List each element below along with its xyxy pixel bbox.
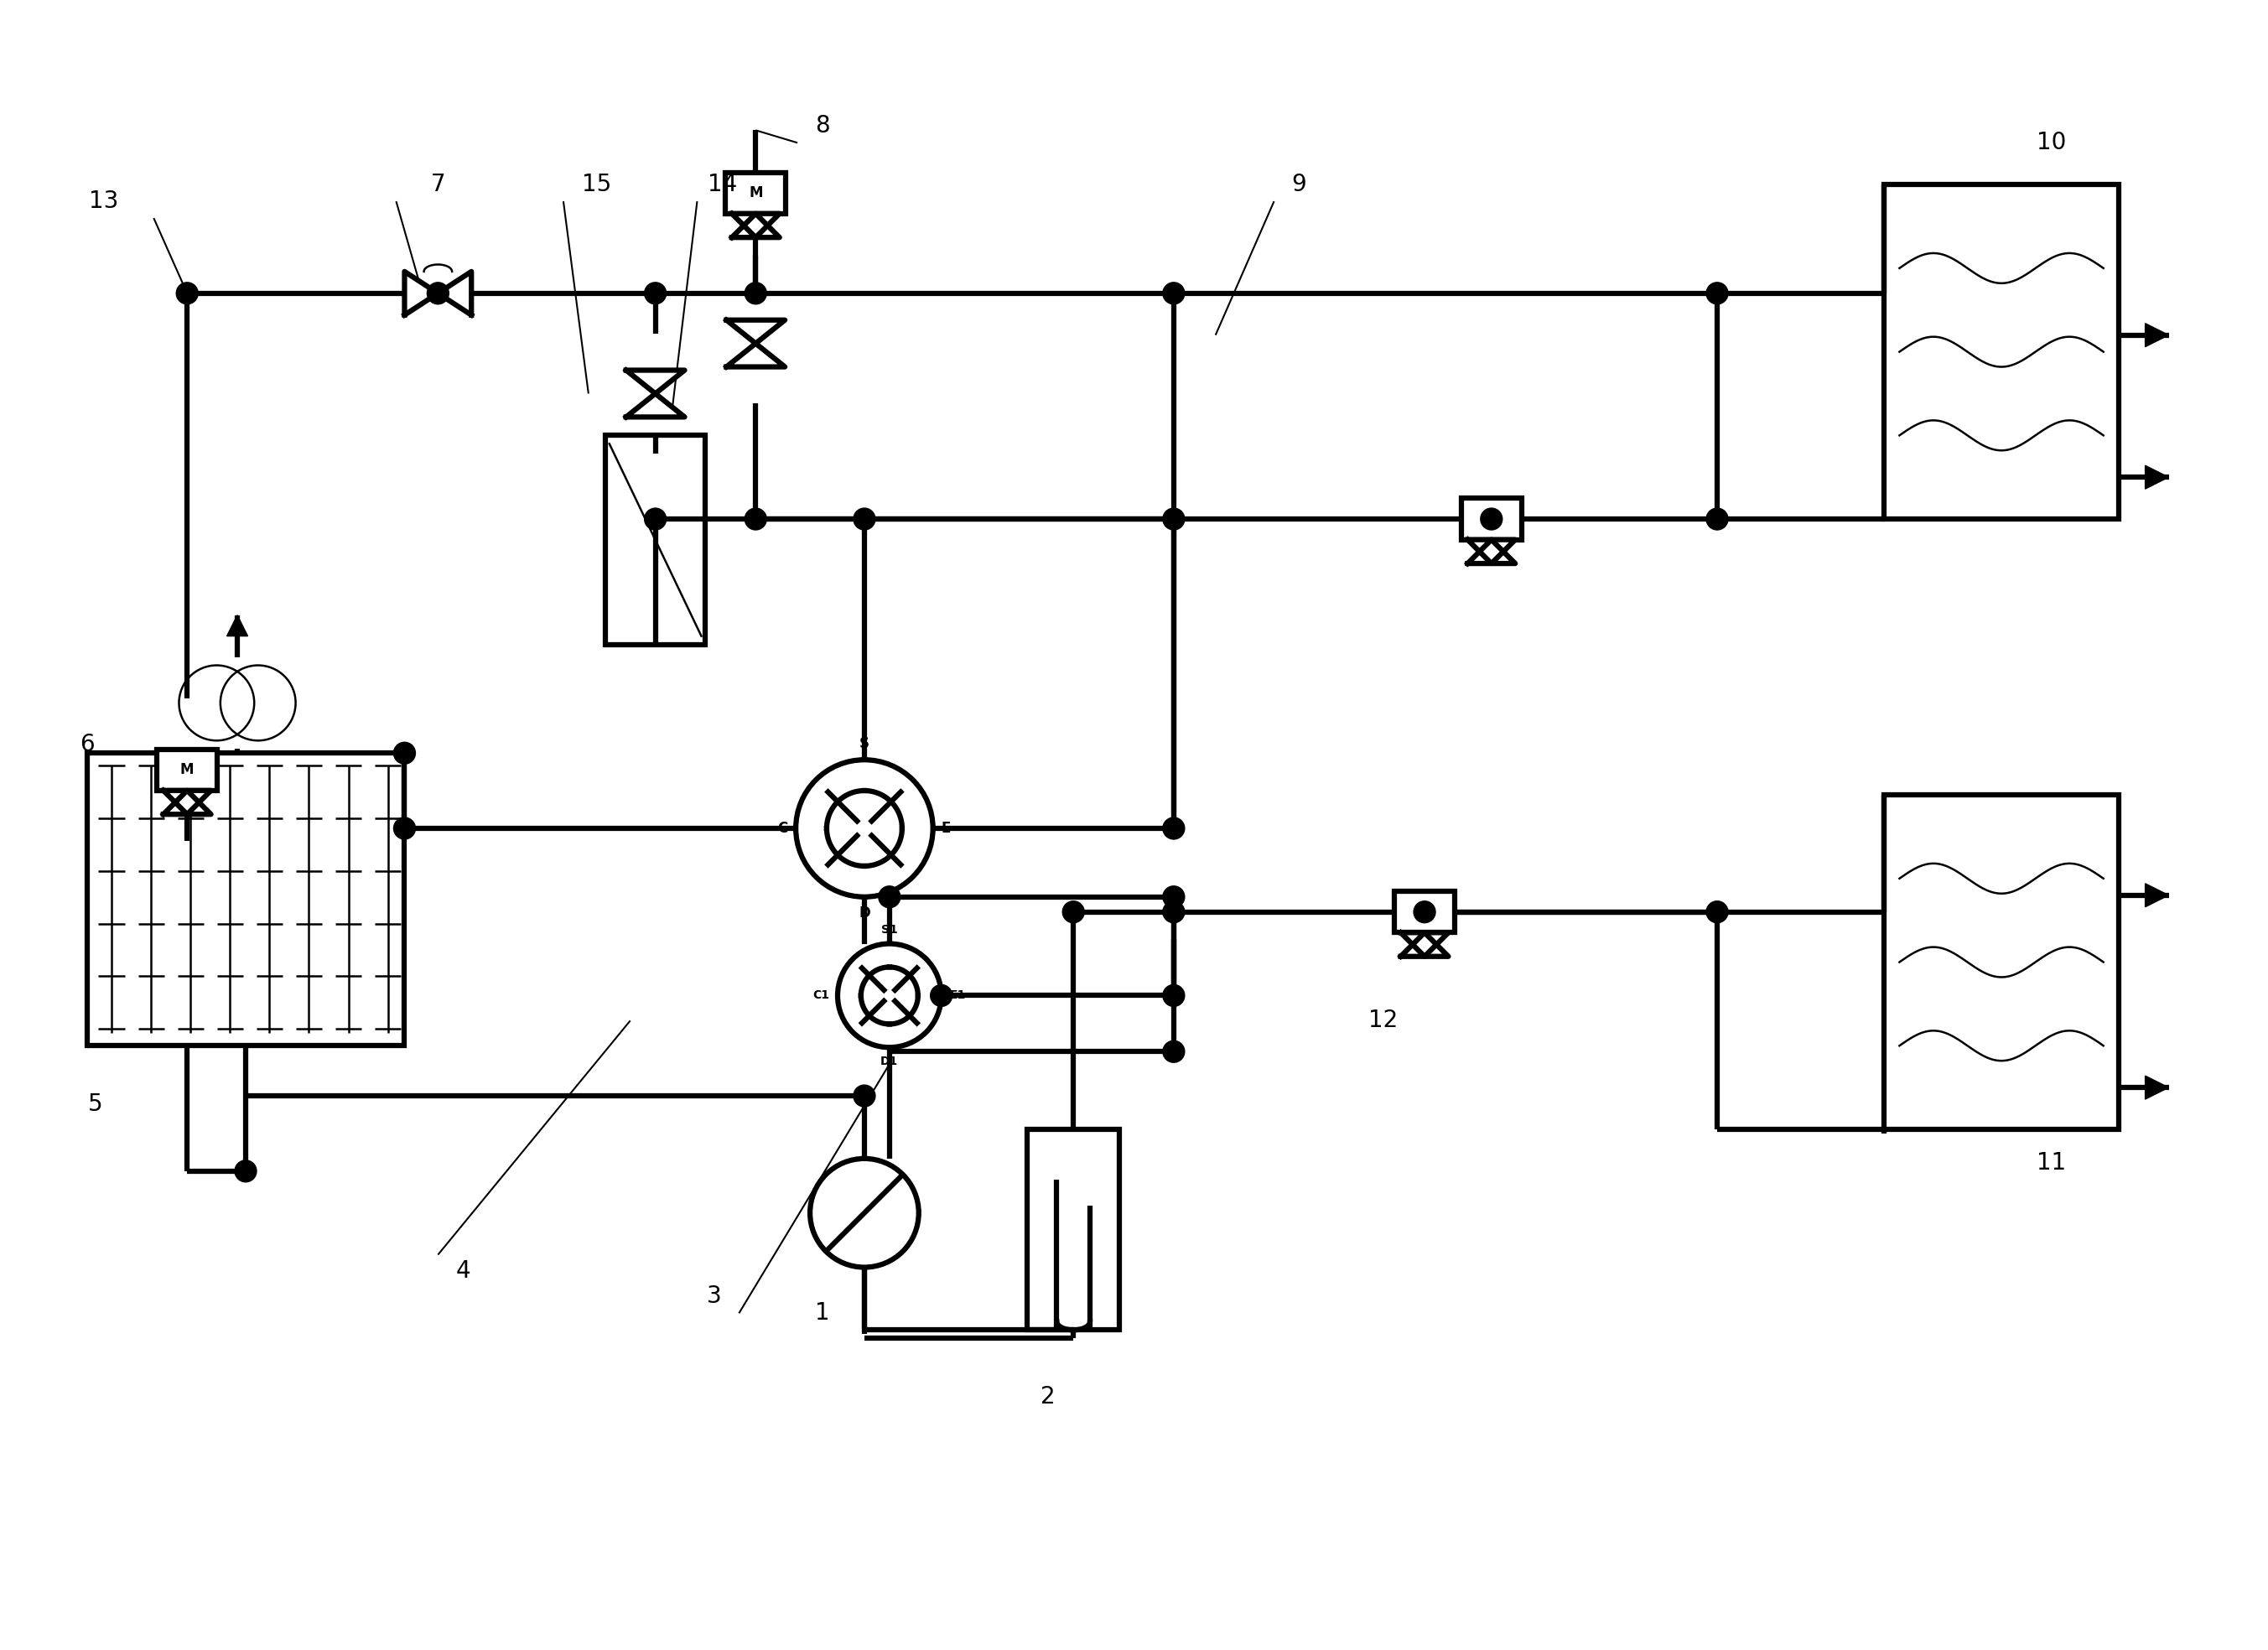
Text: 15: 15 xyxy=(583,173,612,196)
Text: 6: 6 xyxy=(79,733,95,756)
Polygon shape xyxy=(1402,932,1449,957)
Circle shape xyxy=(236,1160,256,1181)
Circle shape xyxy=(930,985,953,1006)
Text: 9: 9 xyxy=(1293,173,1306,196)
Circle shape xyxy=(744,282,767,304)
Bar xyxy=(1885,185,2118,520)
Circle shape xyxy=(1163,901,1184,922)
Text: M: M xyxy=(179,762,195,777)
Circle shape xyxy=(1163,508,1184,530)
Circle shape xyxy=(1706,901,1728,922)
Text: 5: 5 xyxy=(88,1092,102,1115)
Text: S1: S1 xyxy=(882,924,898,936)
Polygon shape xyxy=(626,394,685,417)
Polygon shape xyxy=(404,272,438,315)
Text: E1: E1 xyxy=(950,990,966,1002)
Polygon shape xyxy=(2146,1076,2168,1099)
Polygon shape xyxy=(626,370,685,394)
Polygon shape xyxy=(1467,540,1515,564)
Text: M: M xyxy=(1486,512,1499,526)
Bar xyxy=(1461,498,1522,540)
Text: 8: 8 xyxy=(814,114,830,139)
Text: 3: 3 xyxy=(705,1285,721,1308)
Text: E: E xyxy=(941,820,950,837)
Polygon shape xyxy=(227,615,247,635)
Polygon shape xyxy=(733,213,780,238)
Circle shape xyxy=(426,282,449,304)
Polygon shape xyxy=(2146,323,2168,346)
Circle shape xyxy=(395,817,415,840)
Circle shape xyxy=(1163,817,1184,840)
Polygon shape xyxy=(163,790,211,815)
Text: D: D xyxy=(860,906,871,921)
Circle shape xyxy=(395,742,415,764)
Polygon shape xyxy=(1402,932,1449,957)
Bar xyxy=(726,172,785,213)
Circle shape xyxy=(878,886,900,908)
Circle shape xyxy=(1481,508,1501,530)
Bar xyxy=(1027,1129,1120,1330)
Polygon shape xyxy=(438,272,472,315)
Circle shape xyxy=(1706,508,1728,530)
Polygon shape xyxy=(733,213,780,238)
Text: 10: 10 xyxy=(2037,130,2066,155)
Circle shape xyxy=(644,508,667,530)
Circle shape xyxy=(744,508,767,530)
Bar xyxy=(1885,795,2118,1129)
Bar xyxy=(156,749,218,790)
Text: 13: 13 xyxy=(88,190,118,213)
Circle shape xyxy=(1163,886,1184,908)
Circle shape xyxy=(853,508,875,530)
Circle shape xyxy=(1163,985,1184,1006)
Text: C: C xyxy=(778,820,787,837)
Bar xyxy=(606,436,705,645)
Text: S: S xyxy=(860,736,869,751)
Polygon shape xyxy=(726,320,785,343)
Polygon shape xyxy=(2146,883,2168,908)
Circle shape xyxy=(853,1086,875,1107)
Circle shape xyxy=(177,282,197,304)
Text: 1: 1 xyxy=(814,1302,830,1325)
Circle shape xyxy=(1061,901,1084,922)
Text: M: M xyxy=(748,185,762,201)
Polygon shape xyxy=(1467,540,1515,564)
Circle shape xyxy=(1163,282,1184,304)
Circle shape xyxy=(1706,282,1728,304)
Text: 7: 7 xyxy=(431,173,445,196)
Text: C1: C1 xyxy=(812,990,830,1002)
Polygon shape xyxy=(163,790,211,815)
Polygon shape xyxy=(2146,465,2168,488)
Circle shape xyxy=(644,282,667,304)
Text: 14: 14 xyxy=(708,173,737,196)
Text: 4: 4 xyxy=(456,1259,469,1284)
Text: 12: 12 xyxy=(1368,1008,1397,1033)
Bar xyxy=(86,752,404,1046)
Text: D1: D1 xyxy=(880,1056,898,1068)
Circle shape xyxy=(1163,1041,1184,1063)
Circle shape xyxy=(1413,901,1436,922)
Text: 11: 11 xyxy=(2037,1152,2066,1175)
Bar xyxy=(1395,891,1454,932)
Text: M: M xyxy=(1418,904,1431,919)
Polygon shape xyxy=(726,343,785,366)
Text: 2: 2 xyxy=(1041,1384,1055,1409)
